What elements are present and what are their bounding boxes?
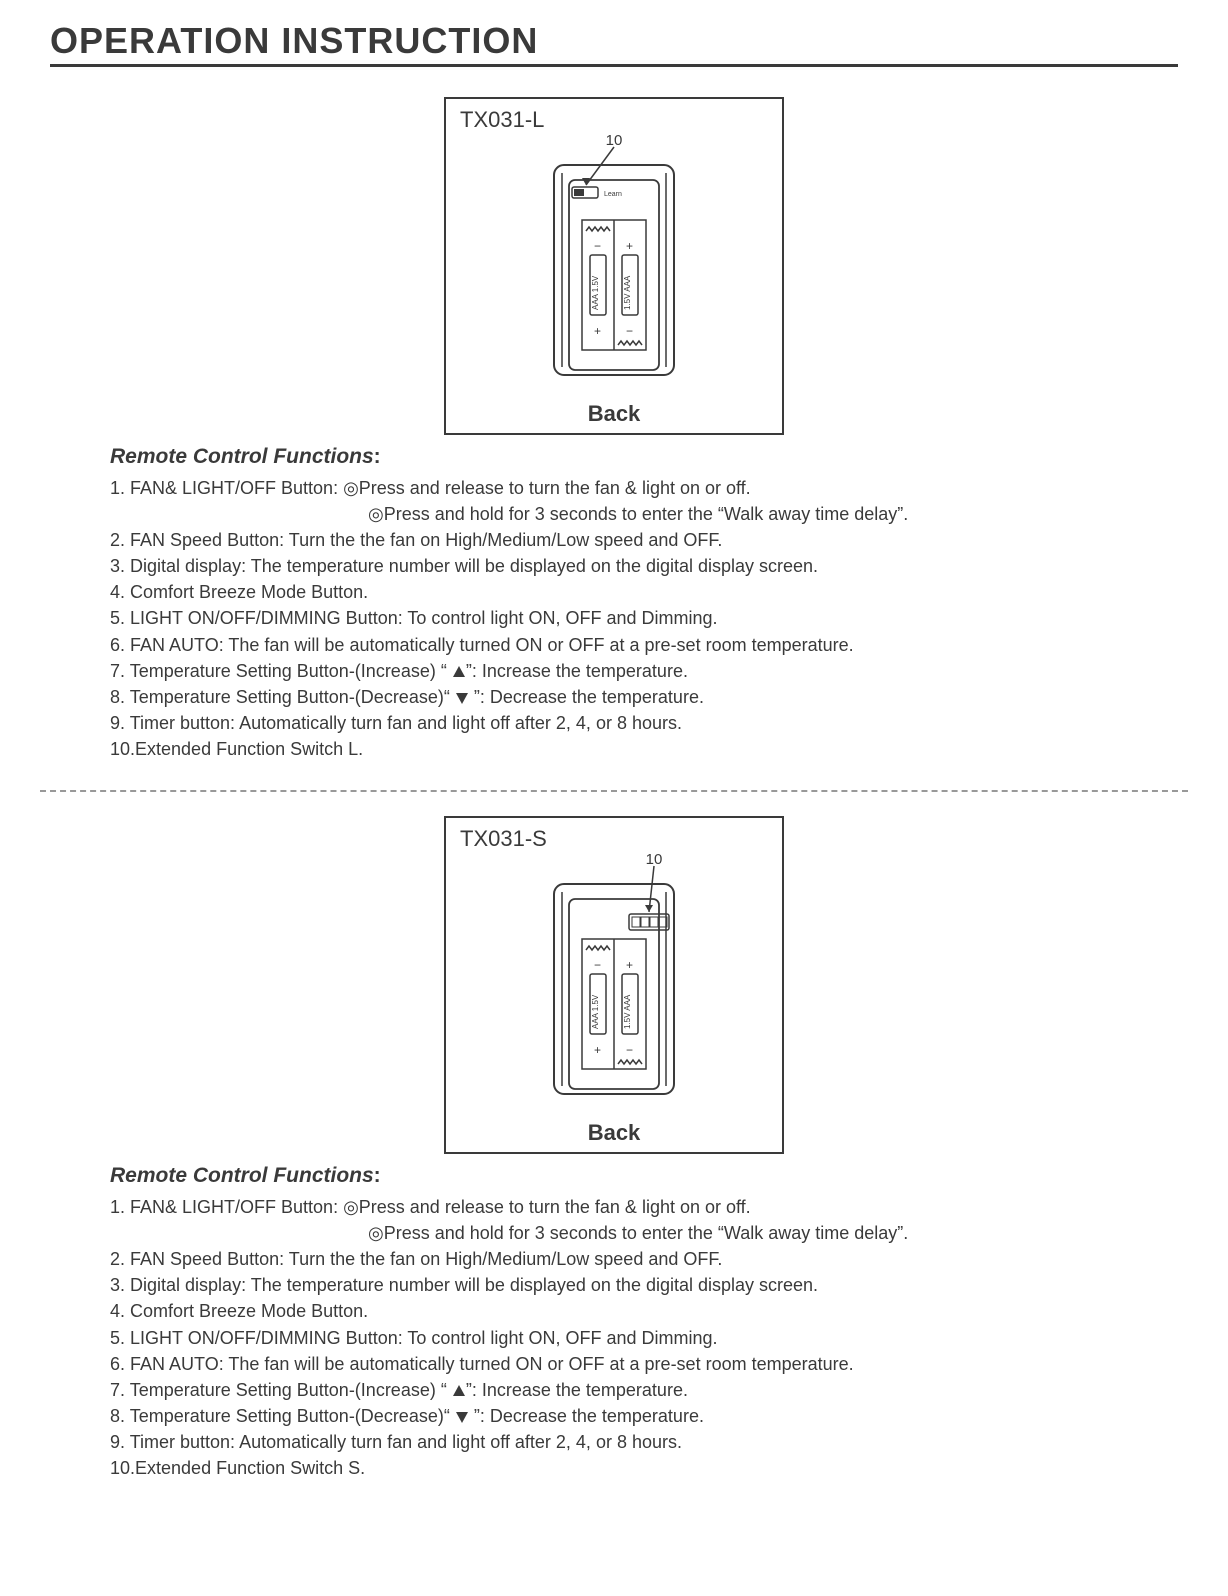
svg-text:Learn: Learn <box>604 191 622 198</box>
svg-text:−: − <box>626 324 633 338</box>
model-label: TX031-S <box>460 826 782 852</box>
svg-text:+: + <box>594 1043 601 1057</box>
svg-text:+: + <box>626 239 633 253</box>
function-line: 1. FAN& LIGHT/OFF Button: ◎Press and rel… <box>110 1194 1148 1220</box>
svg-text:+: + <box>594 324 601 338</box>
function-line: 1. FAN& LIGHT/OFF Button: ◎Press and rel… <box>110 475 1148 501</box>
svg-text:−: − <box>594 239 601 253</box>
function-line: 7. Temperature Setting Button-(Increase)… <box>110 658 1148 684</box>
svg-text:1.5V AAA: 1.5V AAA <box>623 275 632 310</box>
function-line: 3. Digital display: The temperature numb… <box>110 1272 1148 1298</box>
function-line: ◎Press and hold for 3 seconds to enter t… <box>110 501 1148 527</box>
function-line: 9. Timer button: Automatically turn fan … <box>110 710 1148 736</box>
svg-text:1.5V AAA: 1.5V AAA <box>623 994 632 1029</box>
functions-heading: Remote Control Functions: <box>110 1164 1148 1188</box>
function-line: 4. Comfort Breeze Mode Button. <box>110 579 1148 605</box>
page-title: OPERATION INSTRUCTION <box>50 20 1178 67</box>
diagram-box: TX031-S 10 AAA 1.5V 1. <box>444 816 784 1154</box>
function-line: 6. FAN AUTO: The fan will be automatical… <box>110 632 1148 658</box>
function-line: 5. LIGHT ON/OFF/DIMMING Button: To contr… <box>110 605 1148 631</box>
function-line: 2. FAN Speed Button: Turn the the fan on… <box>110 1246 1148 1272</box>
section-divider <box>40 790 1188 792</box>
functions-block: Remote Control Functions: 1. FAN& LIGHT/O… <box>110 445 1148 762</box>
svg-text:−: − <box>626 1043 633 1057</box>
function-line: 5. LIGHT ON/OFF/DIMMING Button: To contr… <box>110 1325 1148 1351</box>
function-line: 7. Temperature Setting Button-(Increase)… <box>110 1377 1148 1403</box>
back-label: Back <box>446 1120 782 1146</box>
function-line: 10.Extended Function Switch S. <box>110 1455 1148 1481</box>
function-line: 8. Temperature Setting Button-(Decrease)… <box>110 684 1148 710</box>
function-line: 2. FAN Speed Button: Turn the the fan on… <box>110 527 1148 553</box>
model-label: TX031-L <box>460 107 782 133</box>
svg-text:−: − <box>594 958 601 972</box>
remote-back-diagram: 10 Learn AAA 1.5V 1.5V AAA − + + − <box>446 135 782 395</box>
back-label: Back <box>446 401 782 427</box>
svg-text:+: + <box>626 958 633 972</box>
section-TX031-L: TX031-L 10 Learn AAA 1.5V 1.5V AAA − + + <box>40 97 1188 762</box>
remote-back-diagram: 10 AAA 1.5V 1.5V AAA − <box>446 854 782 1114</box>
function-line: 9. Timer button: Automatically turn fan … <box>110 1429 1148 1455</box>
function-line: 3. Digital display: The temperature numb… <box>110 553 1148 579</box>
function-line: ◎Press and hold for 3 seconds to enter t… <box>110 1220 1148 1246</box>
function-line: 10.Extended Function Switch L. <box>110 736 1148 762</box>
function-line: 8. Temperature Setting Button-(Decrease)… <box>110 1403 1148 1429</box>
functions-block: Remote Control Functions: 1. FAN& LIGHT/O… <box>110 1164 1148 1481</box>
functions-heading: Remote Control Functions: <box>110 445 1148 469</box>
function-line: 4. Comfort Breeze Mode Button. <box>110 1298 1148 1324</box>
diagram-box: TX031-L 10 Learn AAA 1.5V 1.5V AAA − + + <box>444 97 784 435</box>
svg-text:AAA 1.5V: AAA 1.5V <box>591 994 600 1029</box>
section-TX031-S: TX031-S 10 AAA 1.5V 1. <box>40 816 1188 1481</box>
svg-text:AAA 1.5V: AAA 1.5V <box>591 275 600 310</box>
svg-text:10: 10 <box>606 135 623 149</box>
function-line: 6. FAN AUTO: The fan will be automatical… <box>110 1351 1148 1377</box>
svg-text:10: 10 <box>646 854 663 868</box>
